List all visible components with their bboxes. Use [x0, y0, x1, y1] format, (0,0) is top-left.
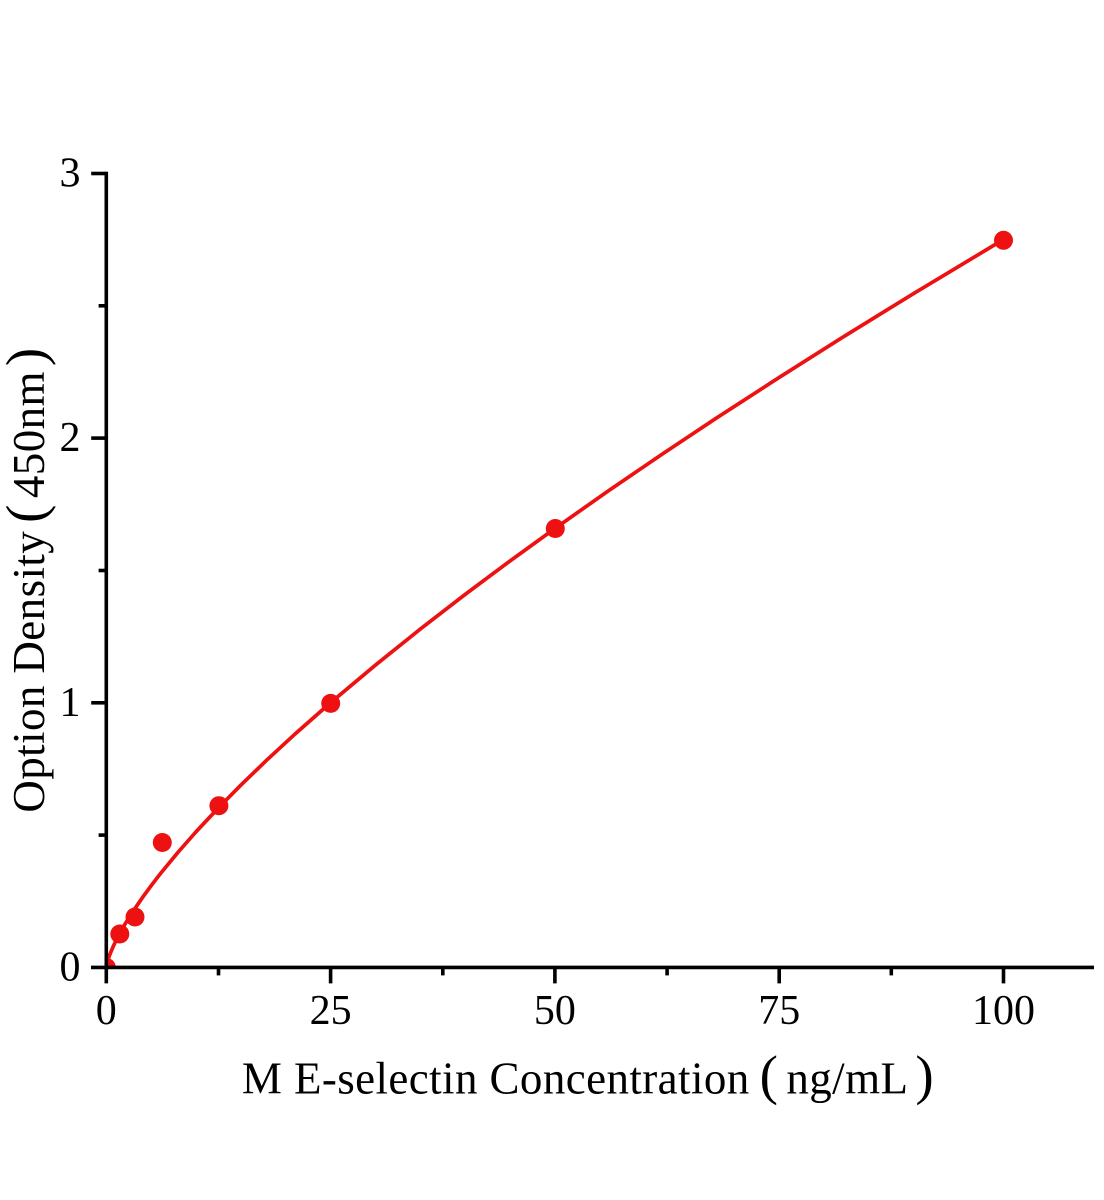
svg-text:2: 2 [60, 415, 81, 461]
svg-text:25: 25 [310, 988, 352, 1034]
svg-text:75: 75 [758, 988, 800, 1034]
svg-text:0: 0 [60, 944, 81, 990]
svg-text:100: 100 [972, 988, 1035, 1034]
svg-text:M E-selectin Concentration(ng/: M E-selectin Concentration(ng/mL) [242, 1045, 934, 1106]
svg-text:3: 3 [60, 151, 81, 197]
svg-text:Option Density(450nm): Option Density(450nm) [0, 347, 56, 812]
svg-text:1: 1 [60, 680, 81, 726]
svg-text:0: 0 [96, 988, 117, 1034]
svg-text:50: 50 [534, 988, 576, 1034]
